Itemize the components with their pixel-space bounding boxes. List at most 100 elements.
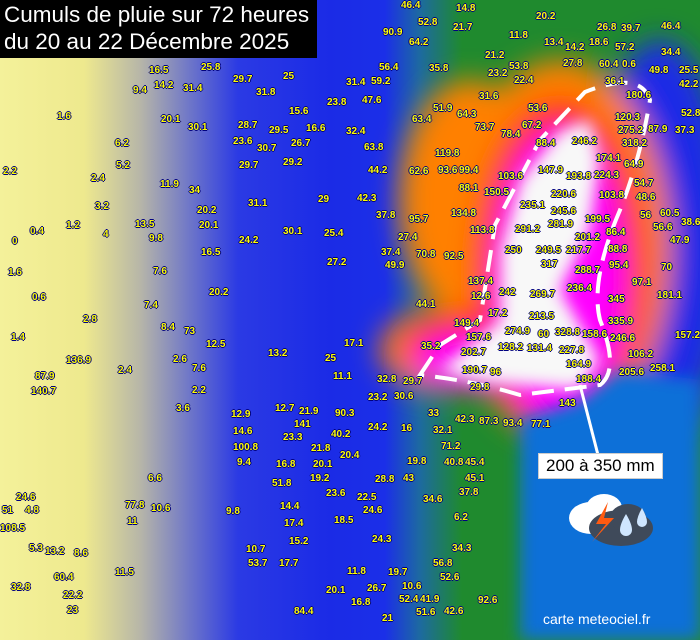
station-value: 34.6 xyxy=(423,494,443,505)
station-value: 128.2 xyxy=(498,342,524,353)
station-value: 23 xyxy=(67,605,79,616)
station-value: 2.8 xyxy=(83,314,97,325)
station-value: 246.2 xyxy=(572,136,598,147)
station-value: 31.4 xyxy=(346,77,366,88)
credit-text: carte meteociel.fr xyxy=(543,611,651,627)
station-value: 6.6 xyxy=(148,473,162,484)
station-value: 13.2 xyxy=(268,348,288,359)
station-value: 71.2 xyxy=(441,441,461,452)
station-value: 42.3 xyxy=(455,414,475,425)
station-value: 188.4 xyxy=(576,374,602,385)
station-value: 24.2 xyxy=(368,422,388,433)
station-value: 33 xyxy=(428,408,440,419)
station-value: 34.3 xyxy=(452,543,472,554)
station-value: 9.4 xyxy=(237,457,251,468)
station-value: 134.8 xyxy=(451,208,477,219)
station-value: 30.7 xyxy=(257,143,277,154)
station-value: 21.8 xyxy=(311,443,331,454)
station-value: 11.1 xyxy=(333,371,352,382)
station-value: 5.3 xyxy=(29,543,43,554)
station-value: 63.4 xyxy=(412,114,432,125)
station-value: 35.2 xyxy=(421,341,441,352)
station-value: 10.6 xyxy=(151,503,171,514)
station-value: 48.6 xyxy=(636,192,656,203)
station-value: 52.6 xyxy=(440,572,460,583)
station-value: 22.5 xyxy=(357,492,377,503)
dashed-outline-200-350 xyxy=(416,80,653,398)
station-value: 10.7 xyxy=(246,544,266,555)
station-value: 8.4 xyxy=(161,322,175,333)
station-value: 73.7 xyxy=(475,122,495,133)
station-value: 51.8 xyxy=(272,478,292,489)
station-value: 64.9 xyxy=(624,159,644,170)
station-value: 29.2 xyxy=(283,157,303,168)
station-value: 335.9 xyxy=(608,316,634,327)
station-value: 63.8 xyxy=(364,142,384,153)
station-value: 31.8 xyxy=(256,87,276,98)
station-value: 29.5 xyxy=(269,125,289,136)
station-value: 40.8 xyxy=(444,457,464,468)
station-value: 202.7 xyxy=(461,347,487,358)
station-value: 3.6 xyxy=(176,403,190,414)
station-value: 17.2 xyxy=(488,308,508,319)
station-value: 88.1 xyxy=(459,183,479,194)
station-value: 17.4 xyxy=(284,518,304,529)
station-value: 28.7 xyxy=(238,120,258,131)
station-value: 190.7 xyxy=(462,365,488,376)
station-value: 14.2 xyxy=(154,80,174,91)
station-value: 2.2 xyxy=(192,385,206,396)
station-value: 119.8 xyxy=(435,148,460,159)
station-value: 16.6 xyxy=(306,123,326,134)
station-value: 224.3 xyxy=(594,170,620,181)
station-value: 143 xyxy=(559,398,576,409)
station-value: 56.8 xyxy=(433,558,453,569)
station-value: 90.3 xyxy=(335,408,355,419)
station-value: 3.2 xyxy=(95,201,109,212)
station-value: 34 xyxy=(189,185,201,196)
station-value: 88.8 xyxy=(608,244,628,255)
station-value: 18.6 xyxy=(589,37,609,48)
station-value: 23.3 xyxy=(283,432,303,443)
station-value: 35.8 xyxy=(429,63,449,74)
station-value: 39.7 xyxy=(621,23,641,34)
station-value: 19.7 xyxy=(388,567,408,578)
station-value: 60 xyxy=(538,329,550,340)
station-value: 141 xyxy=(294,419,311,430)
station-value: 73 xyxy=(184,326,196,337)
callout-line xyxy=(578,384,600,456)
station-value: 1.4 xyxy=(11,332,25,343)
station-value: 6.2 xyxy=(454,512,468,523)
station-value: 8.6 xyxy=(74,548,88,559)
station-value: 318.2 xyxy=(622,138,648,149)
station-value: 15.6 xyxy=(289,106,309,117)
station-value: 0.6 xyxy=(32,292,46,303)
station-value: 16.5 xyxy=(201,247,221,258)
station-value: 41.9 xyxy=(420,594,440,605)
station-value: 47.9 xyxy=(670,235,690,246)
station-value: 100.8 xyxy=(233,442,259,453)
map-title: Cumuls de pluie sur 72 heures du 20 au 2… xyxy=(0,0,318,58)
station-value: 14.6 xyxy=(233,426,253,437)
station-value: 62.6 xyxy=(409,166,429,177)
station-value: 2.6 xyxy=(173,354,187,365)
station-value: 249.5 xyxy=(536,245,562,256)
thunderstorm-rain-icon xyxy=(569,494,653,546)
station-value: 28.8 xyxy=(375,474,395,485)
station-value: 103.6 xyxy=(498,171,524,182)
station-value: 23.6 xyxy=(233,136,253,147)
station-value: 20.1 xyxy=(313,459,333,470)
station-value: 4 xyxy=(103,229,109,240)
station-value: 30.6 xyxy=(394,391,414,402)
station-value: 25.5 xyxy=(679,65,699,76)
station-value: 45.1 xyxy=(465,473,485,484)
station-value: 64.3 xyxy=(457,109,477,120)
station-value: 32.4 xyxy=(346,126,366,137)
station-value: 34.4 xyxy=(661,47,681,58)
station-value: 19.2 xyxy=(310,473,330,484)
station-value: 21 xyxy=(382,613,394,624)
station-value: 26.8 xyxy=(597,22,617,33)
station-value: 60.4 xyxy=(54,572,74,583)
station-value: 7.6 xyxy=(192,363,206,374)
station-value: 113.8 xyxy=(470,225,495,236)
station-value: 87.9 xyxy=(648,124,668,135)
